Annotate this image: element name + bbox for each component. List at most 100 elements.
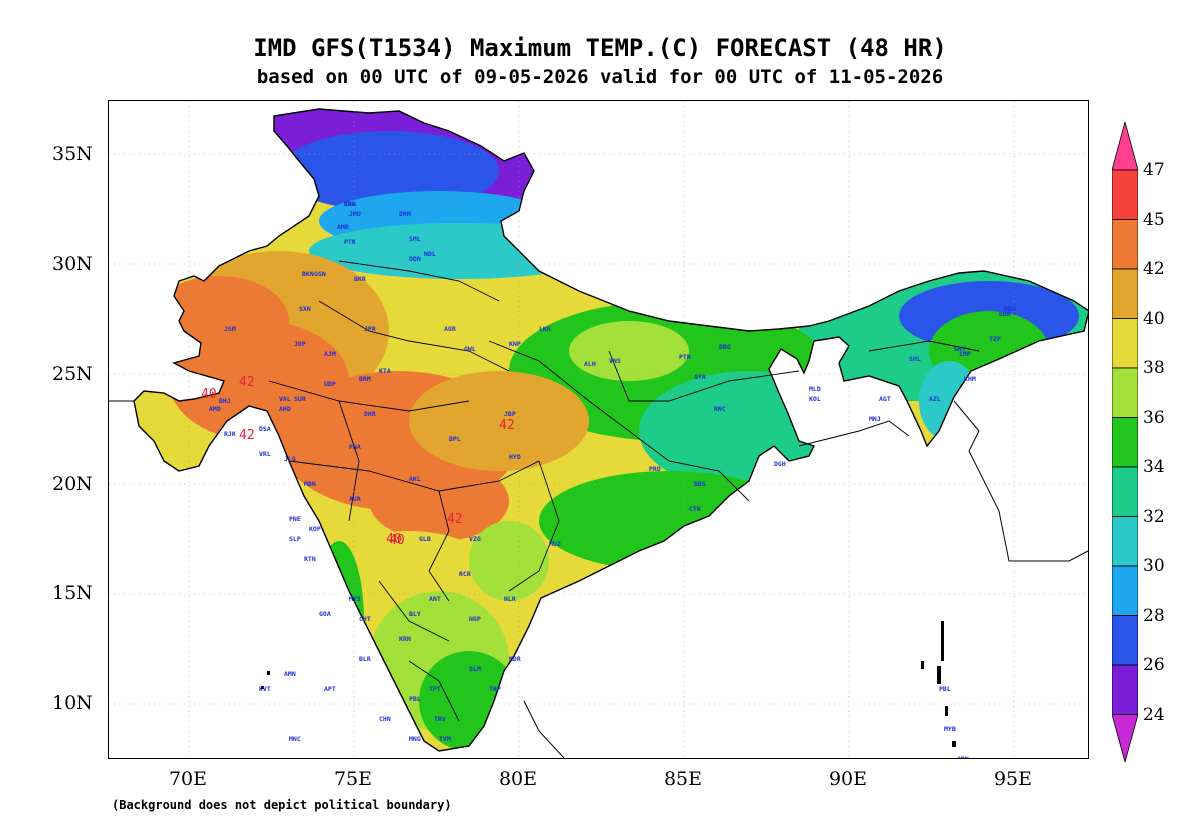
station-code: VZG <box>469 535 481 543</box>
lat-label: 20N <box>52 473 93 495</box>
station-code: BKN <box>302 270 314 278</box>
station-code: CHT <box>359 615 371 623</box>
station-code: AZL <box>929 395 941 403</box>
station-code: ALH <box>584 360 596 368</box>
station-code: TZP <box>989 335 1001 343</box>
lat-label: 30N <box>52 253 93 275</box>
legend-label: 34 <box>1143 457 1165 477</box>
islands <box>261 621 956 747</box>
station-code: MNJ <box>869 415 881 423</box>
station-code: MUZ <box>549 540 561 548</box>
station-code: BRM <box>359 375 371 383</box>
lon-label: 70E <box>168 768 208 790</box>
station-code: MLD <box>809 385 821 393</box>
coastline-bangladesh <box>798 420 910 447</box>
legend-label: 32 <box>1143 506 1165 527</box>
station-code: GOA <box>319 610 331 618</box>
station-code: DBG <box>719 343 731 351</box>
station-code: TPT <box>429 685 441 693</box>
station-code: AHD <box>279 405 291 413</box>
station-code: UDP <box>324 380 336 388</box>
legend-swatch <box>1112 615 1138 666</box>
station-code: JPR <box>364 325 376 333</box>
coastline-srilanka <box>523 700 565 758</box>
legend-label: 30 <box>1143 556 1165 576</box>
station-code: ANT <box>429 595 441 603</box>
legend-label: 36 <box>1143 407 1165 428</box>
station-code: SLM <box>469 665 481 673</box>
station-code: KVT <box>259 685 271 693</box>
station-code: GYA <box>694 373 706 381</box>
station-code: KDL <box>344 200 356 208</box>
station-code: SML <box>409 235 421 243</box>
station-code: APT <box>324 685 336 693</box>
station-code: CRN <box>957 755 969 758</box>
station-code: CHN <box>379 715 391 723</box>
station-code: PNE <box>289 515 301 523</box>
lon-label: 90E <box>828 768 868 790</box>
station-code: JDP <box>294 340 306 348</box>
legend-swatch <box>1112 664 1138 715</box>
contour-label: 42 <box>239 428 255 443</box>
station-code: SUR <box>294 395 306 403</box>
lon-label: 95E <box>993 768 1033 790</box>
station-code: AGT <box>879 395 891 403</box>
contour-label: 40 <box>386 532 402 547</box>
station-code: BBS <box>694 480 706 488</box>
station-code: DBR <box>999 310 1011 318</box>
station-code: JSM <box>224 325 236 333</box>
station-code: RNC <box>714 405 726 413</box>
legend-swatch <box>1112 565 1138 616</box>
station-code: IMP <box>959 350 971 358</box>
station-code: VNS <box>609 357 621 365</box>
lat-label: 10N <box>52 692 93 714</box>
station-code: PTK <box>344 238 356 246</box>
station-code: AGR <box>444 325 456 333</box>
station-code: GHY <box>954 345 966 353</box>
station-code: BLR <box>359 655 371 663</box>
station-code: RTN <box>304 555 316 563</box>
station-code: AMD <box>209 405 221 413</box>
legend-swatch <box>1112 516 1138 567</box>
station-code: GGN <box>314 270 326 278</box>
legend-label: 45 <box>1143 209 1165 230</box>
station-code: PNA <box>349 443 361 451</box>
legend-swatch <box>1112 219 1138 270</box>
contour-label: 42 <box>447 512 463 527</box>
legend-label: 24 <box>1143 704 1165 725</box>
station-code: MYB <box>944 725 956 733</box>
coastline-east <box>953 400 1088 562</box>
station-code: AMN <box>284 670 296 678</box>
station-code: SLP <box>289 535 301 543</box>
station-code: NDL <box>424 250 436 258</box>
station-code: JMU <box>349 210 361 218</box>
station-code: MBN <box>304 480 316 488</box>
contour-label: 42 <box>499 418 515 433</box>
contour-label: 40 <box>201 387 217 402</box>
station-code: LKN <box>539 325 551 333</box>
legend-label: 28 <box>1143 605 1165 626</box>
station-code: AMR <box>337 223 349 231</box>
station-code: NGP <box>469 615 481 623</box>
legend-arrow-bottom <box>1112 714 1138 762</box>
legend-swatch <box>1112 466 1138 517</box>
legend-swatch <box>1112 169 1138 220</box>
lat-label: 25N <box>52 363 93 385</box>
legend-swatch <box>1112 367 1138 418</box>
legend-label: 40 <box>1143 308 1165 329</box>
station-code: DRM <box>399 210 411 218</box>
legend-swatch <box>1112 417 1138 468</box>
station-code: TRV <box>434 715 446 723</box>
station-code: JBP <box>504 410 516 418</box>
station-code: PBL <box>409 695 421 703</box>
station-code: MNG <box>409 735 421 743</box>
station-code: DHR <box>364 410 376 418</box>
station-code: DDN <box>409 255 421 263</box>
legend-label: 42 <box>1143 259 1165 279</box>
station-code: MDR <box>509 655 521 663</box>
station-code: BHJ <box>219 397 231 405</box>
contour-label: 42 <box>239 375 255 390</box>
station-code: VRL <box>259 450 271 458</box>
